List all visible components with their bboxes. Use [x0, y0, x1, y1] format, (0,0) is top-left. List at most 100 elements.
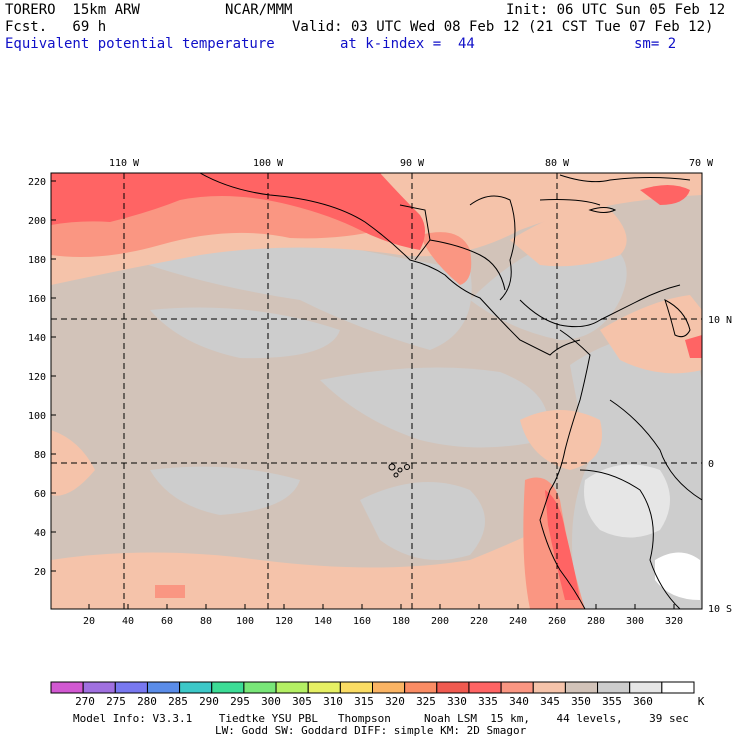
- x-tick-label: 320: [665, 616, 683, 627]
- colorbar-swatch: [114, 681, 148, 694]
- lon-label: 70 W: [689, 158, 714, 169]
- coastline: [199, 173, 581, 356]
- x-tick-label: 160: [353, 616, 371, 627]
- colorbar-swatch: [243, 681, 277, 694]
- lon-label: 110 W: [109, 158, 140, 169]
- colorbar-label: 325: [416, 695, 436, 708]
- lon-label: 90 W: [400, 158, 425, 169]
- border-line: [579, 469, 681, 609]
- forecast-hour: Fcst. 69 h: [5, 19, 107, 35]
- colorbar-label: 295: [230, 695, 250, 708]
- coastline: [588, 207, 617, 213]
- coastline: [664, 299, 691, 338]
- colorbar-unit: K: [697, 695, 705, 708]
- colorbar-swatch: [597, 681, 631, 694]
- colorbar-swatch: [307, 681, 341, 694]
- tan-band: [520, 410, 602, 470]
- lon-label: 80 W: [545, 158, 570, 169]
- colorbar: [50, 681, 695, 694]
- colorbar-label: 350: [571, 695, 591, 708]
- colorbar-swatch: [82, 681, 116, 694]
- x-tick-label: 80: [200, 616, 212, 627]
- colorbar-swatch: [339, 681, 374, 694]
- colorbar-label: 290: [199, 695, 219, 708]
- x-tick-label: 300: [626, 616, 644, 627]
- colorbar-label: 305: [292, 695, 312, 708]
- y-tick-label: 140: [28, 333, 46, 344]
- field-title: Equivalent potential temperature: [5, 36, 275, 52]
- y-tick-label: 200: [28, 216, 46, 227]
- organization-label: NCAR/MMM: [225, 2, 293, 18]
- model-info: Model Info: V3.3.1 Tiedtke YSU PBL Thomp…: [73, 712, 689, 725]
- grey-region: [320, 367, 548, 448]
- x-tick-label: 220: [470, 616, 488, 627]
- x-tick-label: 120: [275, 616, 293, 627]
- colorbar-label: 330: [447, 695, 467, 708]
- model-title: TORERO 15km ARW: [5, 2, 140, 18]
- y-tick-label: 120: [28, 372, 46, 383]
- colorbar-swatch: [532, 681, 566, 694]
- colorbar-label: 275: [106, 695, 126, 708]
- colorbar-label: 320: [385, 695, 405, 708]
- lat-label: 10 N: [708, 315, 732, 326]
- x-tick-label: 20: [83, 616, 95, 627]
- tick-marks: [51, 180, 675, 609]
- galapagos-island: [388, 463, 396, 471]
- x-tick-label: 100: [236, 616, 254, 627]
- y-tick-label: 100: [28, 411, 46, 422]
- coastline: [539, 329, 591, 609]
- colorbar-label: 340: [509, 695, 529, 708]
- x-tick-label: 40: [122, 616, 134, 627]
- colorbar-swatch: [404, 681, 438, 694]
- colorbar-label: 285: [168, 695, 188, 708]
- colorbar-label: 315: [354, 695, 374, 708]
- colorbar-label: 310: [323, 695, 343, 708]
- colorbar-label: 280: [137, 695, 157, 708]
- x-tick-label: 60: [161, 616, 173, 627]
- lat-label: 10 S: [708, 604, 732, 615]
- colorbar-swatch: [500, 681, 534, 694]
- map-frame: [50, 172, 703, 610]
- colorbar-label: 355: [602, 695, 622, 708]
- coastlines: [199, 173, 702, 609]
- colorbar-label: 335: [478, 695, 498, 708]
- coastline: [559, 174, 691, 183]
- grey-region: [470, 238, 627, 340]
- theta-e-field: [51, 173, 702, 609]
- colorbar-swatch: [179, 681, 213, 694]
- border-line: [429, 239, 506, 291]
- lat-label: 0: [708, 459, 714, 470]
- colorbar-label: 360: [633, 695, 653, 708]
- lon-label: 100 W: [253, 158, 284, 169]
- x-tick-label: 180: [392, 616, 410, 627]
- x-tick-label: 140: [314, 616, 332, 627]
- colorbar-label: 300: [261, 695, 281, 708]
- level-label: at k-index = 44: [340, 36, 475, 52]
- grey-region: [150, 466, 300, 515]
- x-tick-label: 260: [548, 616, 566, 627]
- x-tick-label: 280: [587, 616, 605, 627]
- colorbar-swatch: [629, 681, 663, 694]
- colorbar-swatch: [50, 681, 84, 694]
- coastline: [469, 195, 516, 301]
- colorbar-swatch: [146, 681, 181, 694]
- colorbar-swatch: [468, 681, 502, 694]
- coastline: [539, 199, 601, 206]
- light-region: [655, 552, 700, 600]
- tan-band: [510, 200, 627, 267]
- salmon-region: [420, 232, 472, 285]
- galapagos-island: [397, 467, 403, 473]
- coastline: [599, 284, 681, 321]
- x-tick-label: 200: [431, 616, 449, 627]
- y-tick-label: 80: [34, 450, 46, 461]
- coastline: [519, 299, 601, 328]
- light-region: [584, 464, 670, 538]
- colorbar-label: 345: [540, 695, 560, 708]
- red-region: [640, 185, 690, 205]
- grey-region: [150, 307, 340, 359]
- y-tick-label: 20: [34, 567, 46, 578]
- red-region: [51, 173, 425, 250]
- salmon-region: [155, 585, 185, 598]
- x-tick-label: 240: [509, 616, 527, 627]
